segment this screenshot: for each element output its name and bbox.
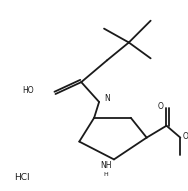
Text: HO: HO <box>22 86 34 95</box>
Text: O: O <box>158 102 164 111</box>
Text: H: H <box>104 172 108 177</box>
Text: N: N <box>104 95 110 104</box>
Text: HCl: HCl <box>14 173 30 182</box>
Text: O: O <box>182 132 188 141</box>
Text: NH: NH <box>100 161 112 170</box>
